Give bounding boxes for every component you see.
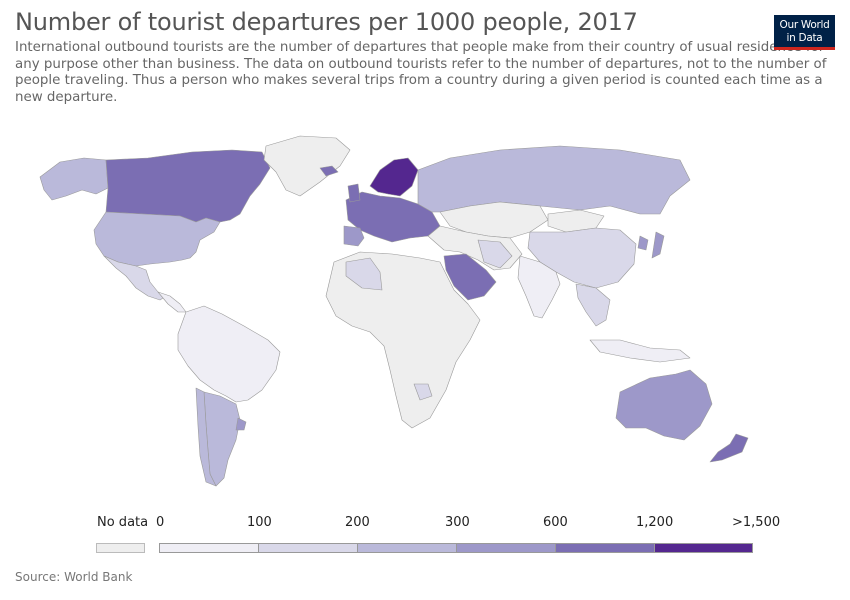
country-botswana[interactable]	[413, 383, 433, 401]
world-map[interactable]	[0, 118, 850, 500]
owid-logo[interactable]: Our World in Data	[774, 15, 835, 50]
legend-tick-label: 100	[247, 515, 272, 530]
country-iberia[interactable]	[343, 225, 365, 247]
country-nordics[interactable]	[369, 157, 419, 197]
country-alaska[interactable]	[39, 157, 109, 201]
country-korea-japan[interactable]	[637, 231, 665, 259]
country-central-america[interactable]	[157, 291, 187, 313]
country-canada[interactable]	[105, 149, 271, 223]
country-south-america[interactable]	[177, 305, 281, 403]
legend-tick-label: 1,200	[636, 515, 674, 530]
country-saudi-arabia[interactable]	[443, 253, 497, 301]
country-australia[interactable]	[615, 369, 713, 441]
legend-tick-label: 0	[156, 515, 165, 530]
country-uk-ireland[interactable]	[347, 183, 361, 203]
country-indonesia[interactable]	[589, 339, 691, 363]
legend-bin-swatch[interactable]	[357, 543, 457, 553]
country-greenland[interactable]	[263, 135, 351, 197]
country-uruguay[interactable]	[235, 417, 247, 431]
logo-line-1: Our World	[779, 19, 830, 31]
source-note: Source: World Bank	[15, 570, 133, 584]
legend-tick-label: 300	[445, 515, 470, 530]
legend-bin-swatch[interactable]	[456, 543, 556, 553]
legend-bin-swatch[interactable]	[159, 543, 259, 553]
country-usa[interactable]	[93, 211, 221, 267]
legend-no-data-label: No data	[97, 515, 149, 530]
country-chile[interactable]	[195, 387, 217, 487]
country-iceland[interactable]	[319, 165, 339, 177]
legend: No data 0 100 200 300 600 1,200 >1,500	[0, 505, 850, 565]
legend-tick-label: 600	[543, 515, 568, 530]
country-southeast-asia[interactable]	[575, 283, 611, 327]
country-new-zealand[interactable]	[709, 433, 749, 463]
legend-bin-swatch[interactable]	[654, 543, 753, 553]
country-india[interactable]	[517, 255, 561, 319]
legend-bin-swatch[interactable]	[555, 543, 655, 553]
legend-no-data-swatch[interactable]	[96, 543, 145, 553]
country-iran[interactable]	[477, 239, 513, 269]
country-russia[interactable]	[417, 145, 691, 215]
logo-line-2: in Data	[786, 31, 823, 44]
chart-subtitle: International outbound tourists are the …	[15, 40, 827, 105]
country-algeria[interactable]	[345, 257, 383, 291]
legend-tick-label: >1,500	[732, 515, 781, 530]
legend-tick-label: 200	[345, 515, 370, 530]
legend-bin-swatch[interactable]	[258, 543, 358, 553]
chart-title: Number of tourist departures per 1000 pe…	[15, 8, 638, 36]
country-africa[interactable]	[325, 251, 481, 429]
